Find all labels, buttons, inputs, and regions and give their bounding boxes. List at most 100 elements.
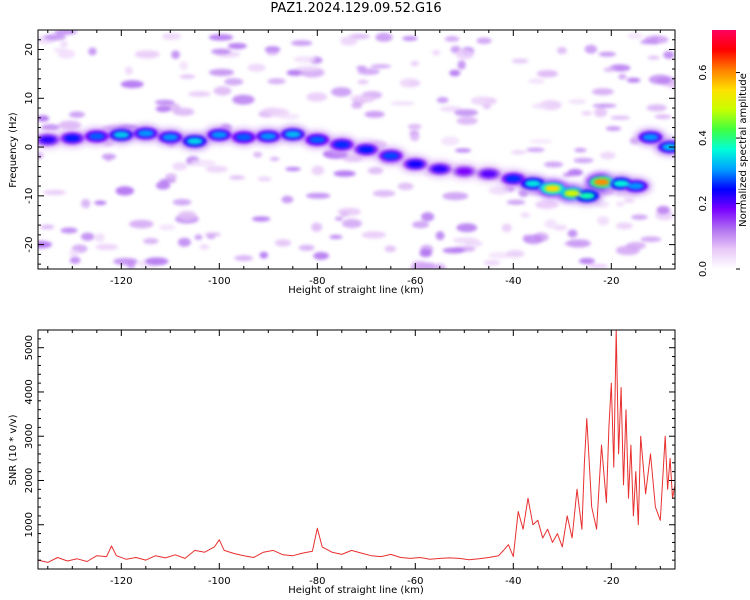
heatmap-noise-cell	[357, 68, 380, 75]
heatmap-ridge-cell	[505, 175, 522, 183]
heatmap-noise-cell	[535, 200, 559, 209]
heatmap-noise-cell	[455, 49, 474, 60]
heatmap-noise-cell	[511, 58, 529, 64]
heatmap-noise-cell	[94, 233, 105, 243]
heatmap-noise-cell	[556, 46, 568, 55]
heatmap-noise-cell	[581, 110, 593, 116]
spectrogram-ylabel: Frequency (Hz)	[8, 112, 19, 188]
heatmap-noise-cell	[668, 84, 675, 89]
heatmap-noise-cell	[532, 103, 549, 109]
heatmap-noise-cell	[488, 252, 512, 259]
heatmap-noise-cell	[591, 88, 614, 96]
heatmap-noise-cell	[81, 198, 91, 209]
x-tick-label: -100	[208, 276, 231, 287]
y-tick-label: 2000	[24, 468, 35, 493]
heatmap-noise-cell	[104, 153, 113, 162]
heatmap-noise-cell	[588, 263, 609, 269]
heatmap-noise-cell	[331, 87, 352, 97]
heatmap-noise-cell	[224, 78, 244, 86]
x-tick-label: -20	[603, 276, 619, 287]
heatmap-noise-cell	[88, 47, 97, 56]
heatmap-noise-cell	[510, 150, 527, 155]
heatmap-noise-cell	[264, 46, 281, 53]
heatmap-noise-cell	[421, 212, 435, 222]
heatmap-ridge-cell	[613, 180, 630, 188]
heatmap-noise-cell	[232, 94, 255, 105]
heatmap-noise-cell	[573, 157, 594, 164]
heatmap-noise-cell	[42, 189, 67, 196]
heatmap-noise-cell	[410, 60, 419, 67]
y-tick-label: 1000	[24, 512, 35, 537]
heatmap-noise-cell	[208, 68, 235, 77]
heatmap-noise-cell	[566, 239, 591, 248]
plot-frame	[37, 29, 676, 270]
heatmap-noise-cell	[113, 257, 138, 266]
heatmap-ridge-cell	[627, 182, 644, 190]
heatmap-noise-cell	[95, 243, 119, 251]
heatmap-noise-cell	[506, 199, 526, 205]
colorbar-tick-label: 0.0	[698, 261, 709, 277]
x-tick-label: -40	[505, 576, 521, 587]
heatmap-noise-cell	[334, 216, 343, 221]
snr-axes: -120 -100 -80 -60 -40 -20 1000 2000 3000 4000 5000	[24, 329, 676, 587]
x-tick-label: -120	[110, 276, 133, 287]
heatmap-noise-cell	[407, 123, 422, 130]
heatmap-noise-cell	[623, 198, 635, 203]
heatmap-noise-cell	[574, 147, 587, 153]
heatmap-noise-cell	[281, 195, 294, 204]
heatmap-ridge-cell	[564, 189, 581, 197]
heatmap-ridge-cell	[260, 132, 277, 140]
heatmap-noise-cell	[247, 63, 266, 72]
heatmap-noise-cell	[520, 212, 531, 218]
heatmap-noise-cell	[616, 201, 625, 207]
heatmap-noise-cell	[600, 151, 616, 160]
heatmap-noise-cell	[177, 237, 191, 247]
heatmap-noise-cell	[305, 192, 331, 199]
colorbar: 0.0 0.2 0.4 0.6 Normalized spectral amplitu…	[698, 30, 749, 277]
heatmap-noise-cell	[444, 36, 460, 42]
heatmap-ridge-cell	[333, 141, 350, 149]
heatmap-noise-cell	[610, 115, 631, 120]
heatmap-noise-cell	[172, 162, 188, 171]
heatmap-noise-cell	[143, 238, 159, 245]
heatmap-noise-cell	[663, 50, 675, 59]
heatmap-noise-cell	[337, 207, 361, 216]
heatmap-noise-cell	[442, 247, 466, 254]
heatmap-noise-cell	[252, 216, 271, 222]
y-tick-label: -10	[24, 188, 35, 204]
heatmap-noise-cell	[410, 262, 435, 269]
heatmap-noise-cell	[68, 111, 85, 118]
heatmap-noise-cell	[69, 256, 81, 264]
heatmap-noise-cell	[298, 244, 315, 251]
heatmap-noise-cell	[553, 224, 568, 231]
heatmap-noise-cell	[269, 156, 280, 162]
heatmap-noise-cell	[311, 165, 325, 176]
heatmap-noise-cell	[278, 113, 300, 120]
heatmap-noise-cell	[286, 69, 304, 76]
heatmap-noise-cell	[435, 231, 445, 241]
heatmap-ridge-cell	[113, 131, 130, 139]
colorbar-tick-label: 0.2	[698, 196, 709, 212]
heatmap-noise-cell	[431, 49, 441, 56]
heatmap-noise-cell	[454, 109, 479, 117]
heatmap-noise-cell	[69, 249, 80, 257]
heatmap-noise-cell	[441, 136, 460, 146]
heatmap-noise-cell	[505, 249, 525, 258]
heatmap-noise-cell	[407, 81, 421, 86]
heatmap-noise-cell	[594, 107, 608, 118]
y-tick-label: 10	[24, 92, 35, 105]
heatmap-noise-cell	[352, 95, 375, 103]
colorbar-tick-label: 0.6	[698, 65, 709, 81]
heatmap-noise-cell	[594, 201, 610, 208]
heatmap-noise-cell	[154, 99, 175, 106]
heatmap-noise-cell	[456, 223, 478, 233]
heatmap-noise-cell	[372, 190, 396, 197]
heatmap-noise-cell	[43, 34, 66, 41]
heatmap-noise-cell	[58, 120, 82, 130]
heatmap-noise-cell	[80, 232, 95, 241]
heatmap-noise-cell	[646, 104, 667, 112]
heatmap-noise-cell	[361, 231, 387, 239]
heatmap-ridge-cell	[431, 165, 448, 173]
heatmap-ridge-cell	[162, 133, 179, 141]
heatmap-noise-cell	[144, 257, 169, 266]
